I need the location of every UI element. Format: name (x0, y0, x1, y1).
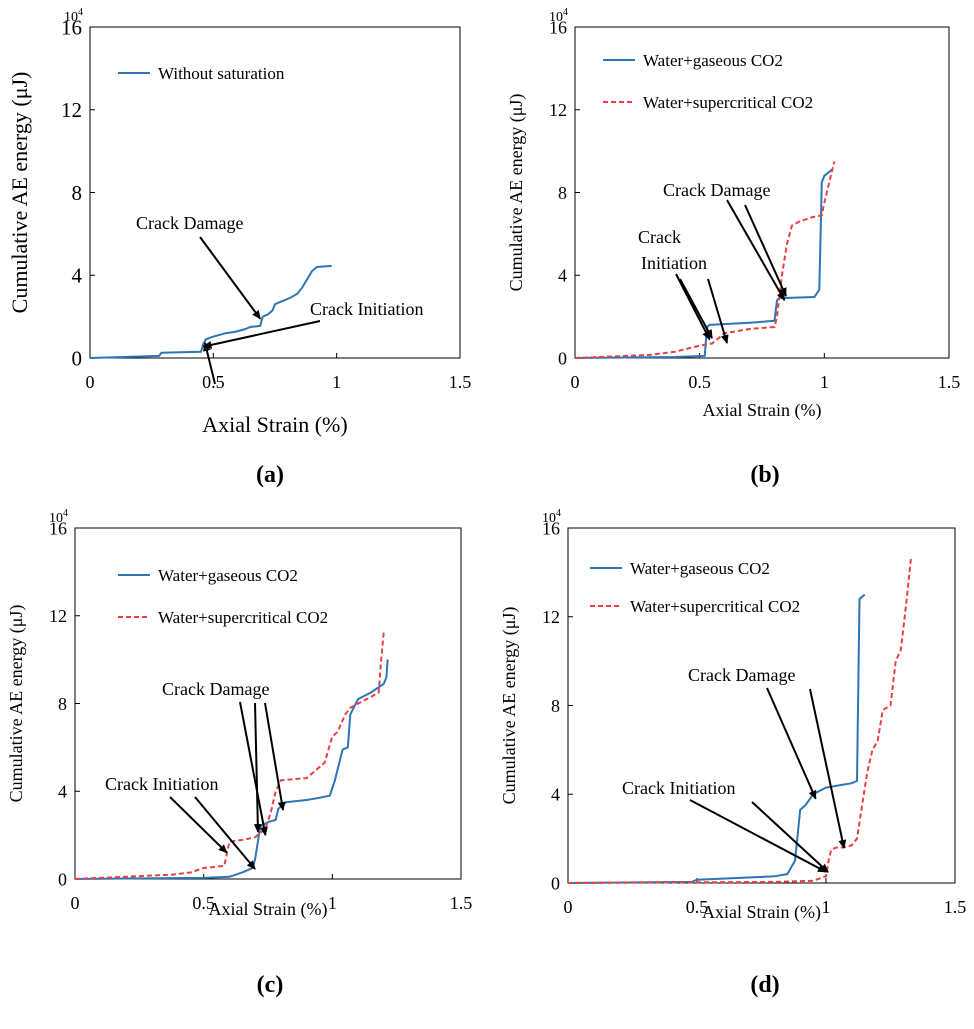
plot-area-frame (567, 527, 956, 884)
x-tick-label: 0.5 (192, 893, 215, 913)
annotation-arrow (199, 236, 262, 320)
y-axis-label: Cumulative AE energy (μJ) (499, 607, 520, 805)
legend-label: Water+gaseous CO2 (630, 559, 770, 578)
annotation-label: Crack Initiation (105, 774, 218, 794)
x-tick-label: 1 (820, 372, 829, 392)
legend-label: Water+gaseous CO2 (158, 566, 298, 585)
y-tick-label: 12 (49, 606, 67, 626)
legend-label: Water+supercritical CO2 (158, 608, 328, 627)
annotation-arrow (239, 701, 268, 837)
x-tick-label: 0 (564, 897, 573, 917)
annotation-arrow (675, 273, 711, 341)
panel-label-b: (b) (750, 462, 780, 488)
y-tick-label: 8 (551, 696, 560, 716)
annotation-arrow (766, 687, 817, 800)
series-line-1 (567, 556, 913, 884)
annotation-arrow (679, 278, 713, 339)
y-tick-label: 0 (72, 346, 83, 370)
x-tick-label: 1.5 (944, 897, 967, 917)
annotation-arrow (726, 199, 786, 301)
annotation-arrow (751, 801, 829, 873)
annotation-arrow (203, 342, 216, 385)
x-axis-label: Axial Strain (%) (209, 899, 328, 920)
y-tick-label: 16 (549, 17, 567, 37)
y-tick-label: 4 (558, 266, 567, 286)
x-axis-label: Axial Strain (%) (703, 400, 822, 421)
annotation-label: Crack (638, 227, 681, 247)
y-tick-label: 0 (58, 869, 67, 889)
legend-label: Water+supercritical CO2 (643, 93, 813, 112)
y-tick-label: 16 (49, 518, 67, 538)
y-tick-label: 8 (58, 694, 67, 714)
legend-label: Without saturation (158, 64, 285, 83)
y-tick-label: 12 (542, 607, 560, 627)
annotation-arrow (194, 796, 256, 870)
annotation-arrow (809, 688, 847, 849)
y-tick-label: 8 (72, 181, 83, 205)
y-tick-label: 4 (58, 782, 67, 802)
annotation-label: Crack Damage (162, 679, 269, 699)
x-tick-label: 1 (332, 372, 341, 392)
y-tick-label: 12 (549, 100, 567, 120)
x-tick-label: 1.5 (938, 372, 961, 392)
y-tick-label: 16 (542, 518, 560, 538)
x-tick-label: 0 (71, 893, 80, 913)
panel-label-a: (a) (256, 462, 284, 488)
legend-label: Water+supercritical CO2 (630, 597, 800, 616)
legend-label: Water+gaseous CO2 (643, 51, 783, 70)
annotation-arrow (253, 702, 262, 833)
annotation-arrow (707, 278, 729, 344)
y-axis-label: Cumulative AE energy (μJ) (6, 605, 27, 803)
annotation-label: Crack Damage (663, 180, 770, 200)
annotation-label: Crack Initiation (622, 778, 735, 798)
y-tick-label: 8 (558, 183, 567, 203)
series-line-1 (74, 631, 385, 880)
x-tick-label: 1 (328, 893, 337, 913)
x-tick-label: 1.5 (449, 372, 472, 392)
annotation-arrow (169, 796, 228, 854)
panel-label-d: (d) (750, 972, 780, 998)
annotation-label: Initiation (641, 253, 707, 273)
annotation-label: Crack Damage (136, 213, 243, 233)
annotation-arrow (202, 320, 321, 349)
y-tick-label: 4 (551, 785, 560, 805)
x-tick-label: 0 (571, 372, 580, 392)
annotation-arrow (264, 702, 286, 811)
y-tick-label: 12 (61, 98, 82, 122)
annotation-arrow (744, 204, 787, 297)
series-line-0 (567, 593, 866, 884)
panel-label-c: (c) (256, 972, 284, 998)
y-tick-label: 16 (61, 15, 82, 39)
y-axis-label: Cumulative AE energy (μJ) (506, 94, 527, 292)
y-axis-label: Cumulative AE energy (μJ) (7, 72, 32, 314)
x-tick-label: 1.5 (450, 893, 473, 913)
annotation-label: Crack Initiation (310, 299, 423, 319)
x-tick-label: 0 (86, 372, 95, 392)
x-tick-label: 0.5 (688, 372, 711, 392)
x-tick-label: 1 (822, 897, 831, 917)
y-tick-label: 4 (72, 264, 83, 288)
annotation-arrow (689, 799, 827, 873)
x-axis-label: Axial Strain (%) (702, 902, 821, 923)
x-tick-label: 0.5 (202, 372, 225, 392)
annotation-label: Crack Damage (688, 665, 795, 685)
x-axis-label: Axial Strain (%) (202, 412, 347, 437)
x-tick-label: 0.5 (686, 897, 709, 917)
y-tick-label: 0 (551, 873, 560, 893)
y-tick-label: 0 (558, 348, 567, 368)
